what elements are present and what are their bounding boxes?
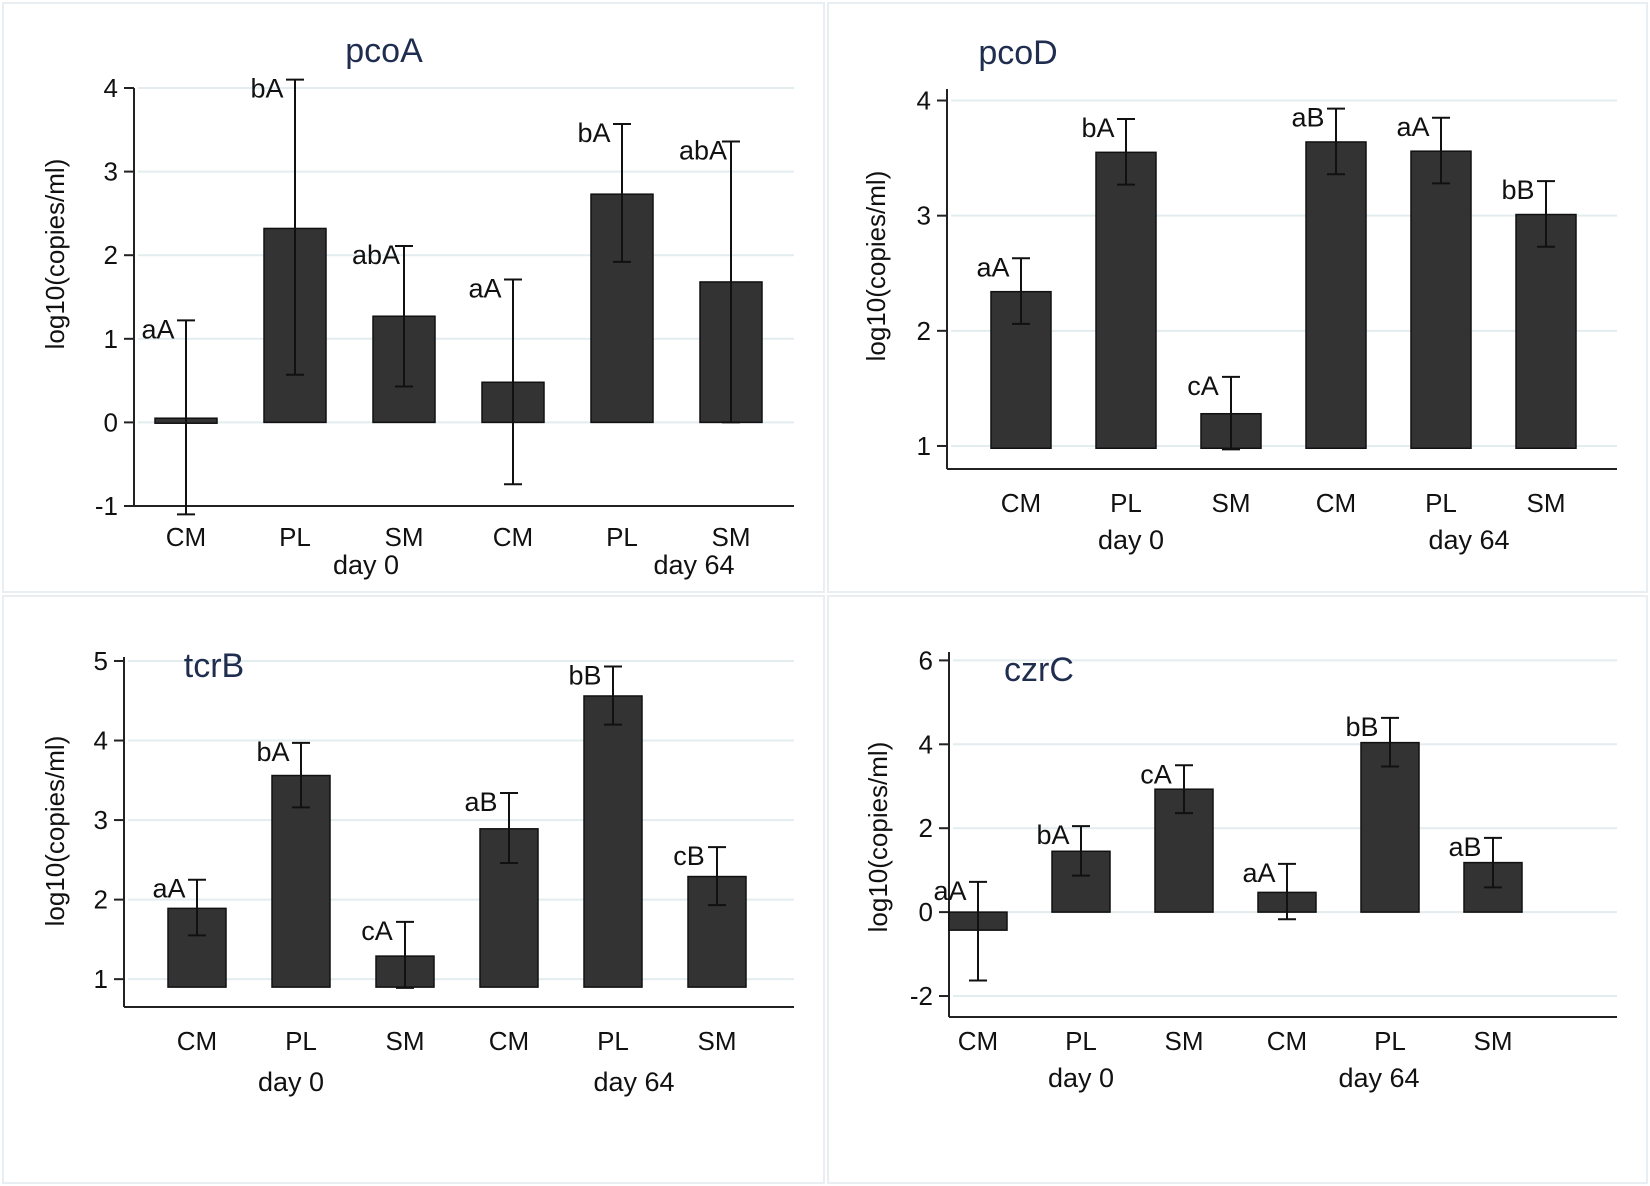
chart-title: tcrB [184, 647, 244, 685]
chart-title: pcoD [978, 34, 1057, 72]
x-tick-label: SM [385, 522, 424, 552]
x-tick-label: SM [712, 522, 751, 552]
y-axis-label: log10(copies/ml) [40, 736, 70, 927]
x-tick-label: CM [1316, 488, 1356, 518]
y-tick-label: 0 [919, 897, 933, 927]
bar-pcoD-4 [1410, 150, 1472, 450]
y-tick-label: 5 [94, 646, 108, 676]
group-label: day 0 [1048, 1063, 1114, 1093]
significance-label: aB [1448, 832, 1481, 862]
significance-label: aB [1291, 103, 1324, 133]
x-tick-label: PL [1110, 488, 1142, 518]
group-label: day 0 [258, 1067, 324, 1097]
y-tick-label: 3 [917, 201, 931, 231]
y-tick-label: 2 [104, 240, 118, 270]
significance-label: cA [1140, 759, 1172, 789]
x-tick-label: SM [386, 1026, 425, 1056]
significance-label: bA [256, 737, 289, 767]
y-tick-label: 1 [104, 324, 118, 354]
group-label: day 0 [1098, 525, 1164, 555]
significance-label: abA [679, 136, 727, 166]
y-tick-label: 2 [917, 316, 931, 346]
significance-label: aA [976, 252, 1009, 282]
y-tick-label: -1 [95, 491, 118, 521]
y-tick-label: 1 [94, 964, 108, 994]
significance-label: bB [568, 661, 601, 691]
x-tick-label: SM [1212, 488, 1251, 518]
y-tick-label: 4 [104, 73, 118, 103]
bar-pcoD-5 [1515, 213, 1577, 450]
significance-label: aA [468, 273, 501, 303]
y-tick-label: 4 [94, 726, 108, 756]
x-tick-label: PL [606, 522, 638, 552]
y-tick-label: 2 [94, 885, 108, 915]
chart-title: czrC [1004, 651, 1074, 689]
panel-pcoD: 1 2 3 4 pcoD log10(copies/ml) aA CM bA PL cA SM aB CM… [827, 2, 1648, 593]
y-tick-label: 1 [917, 431, 931, 461]
y-tick-label: 6 [919, 645, 933, 675]
group-label: day 64 [593, 1067, 674, 1097]
significance-label: abA [352, 240, 400, 270]
significance-label: bB [1501, 175, 1534, 205]
bar-tcrB-4 [583, 695, 643, 988]
x-tick-label: PL [279, 522, 311, 552]
panel-tcrB: 1 2 3 4 5 tcrB log10(copies/ml) aA CM bA PL cA SM aB C… [2, 595, 825, 1184]
y-tick-label: 4 [917, 86, 931, 116]
significance-label: bA [250, 74, 283, 104]
y-tick-label: -2 [910, 981, 933, 1011]
x-tick-label: CM [493, 522, 533, 552]
y-axis-label: log10(copies/ml) [40, 159, 70, 350]
x-tick-label: CM [489, 1026, 529, 1056]
chart-czrC: -2 0 2 4 6 czrC log10(copies/ml) aA CM bA PL cA SM aA… [863, 645, 1617, 1093]
x-tick-label: CM [958, 1026, 998, 1056]
significance-label: bA [577, 118, 610, 148]
group-label: day 64 [1338, 1063, 1419, 1093]
significance-label: aB [464, 787, 497, 817]
x-tick-label: CM [177, 1026, 217, 1056]
x-tick-label: PL [1065, 1026, 1097, 1056]
y-tick-label: 4 [919, 729, 933, 759]
y-axis-label: log10(copies/ml) [863, 742, 893, 933]
x-tick-label: CM [166, 522, 206, 552]
chart-pcoD: 1 2 3 4 pcoD log10(copies/ml) aA CM bA PL cA SM aB CM… [861, 34, 1617, 555]
x-tick-label: PL [597, 1026, 629, 1056]
significance-label: bB [1345, 712, 1378, 742]
y-tick-label: 3 [104, 157, 118, 187]
significance-label: aA [933, 876, 966, 906]
significance-label: aA [152, 874, 185, 904]
bar-pcoD-3 [1305, 141, 1367, 450]
chart-tcrB: 1 2 3 4 5 tcrB log10(copies/ml) aA CM bA PL cA SM aB C… [40, 646, 794, 1097]
y-tick-label: 3 [94, 805, 108, 835]
significance-label: aA [1242, 858, 1275, 888]
significance-label: bA [1036, 820, 1069, 850]
significance-label: aA [141, 314, 174, 344]
x-tick-label: PL [1374, 1026, 1406, 1056]
panel-pcoA: -1 0 1 2 3 4 pcoA log10(copies/ml) aA CM bA PL abA SM… [2, 2, 825, 593]
bar-czrC-4 [1360, 741, 1420, 913]
y-tick-label: 0 [104, 407, 118, 437]
significance-label: cB [673, 841, 705, 871]
group-label: day 0 [333, 550, 399, 580]
x-tick-label: SM [1474, 1026, 1513, 1056]
x-tick-label: SM [1165, 1026, 1204, 1056]
chart-title: pcoA [345, 32, 423, 70]
x-tick-label: PL [1425, 488, 1457, 518]
chart-pcoA: -1 0 1 2 3 4 pcoA log10(copies/ml) aA CM bA PL abA SM… [40, 32, 794, 580]
bar-pcoD-1 [1095, 151, 1157, 450]
significance-label: aA [1396, 112, 1429, 142]
bar-tcrB-1 [271, 774, 331, 988]
significance-label: cA [361, 916, 393, 946]
significance-label: bA [1081, 113, 1114, 143]
y-tick-label: 2 [919, 813, 933, 843]
x-tick-label: CM [1001, 488, 1041, 518]
x-tick-label: SM [698, 1026, 737, 1056]
group-label: day 64 [1428, 525, 1509, 555]
significance-label: cA [1187, 371, 1219, 401]
y-axis-label: log10(copies/ml) [861, 171, 891, 362]
x-tick-label: PL [285, 1026, 317, 1056]
group-label: day 64 [653, 550, 734, 580]
x-tick-label: CM [1267, 1026, 1307, 1056]
panel-czrC: -2 0 2 4 6 czrC log10(copies/ml) aA CM bA PL cA SM aA… [827, 595, 1648, 1184]
x-tick-label: SM [1527, 488, 1566, 518]
